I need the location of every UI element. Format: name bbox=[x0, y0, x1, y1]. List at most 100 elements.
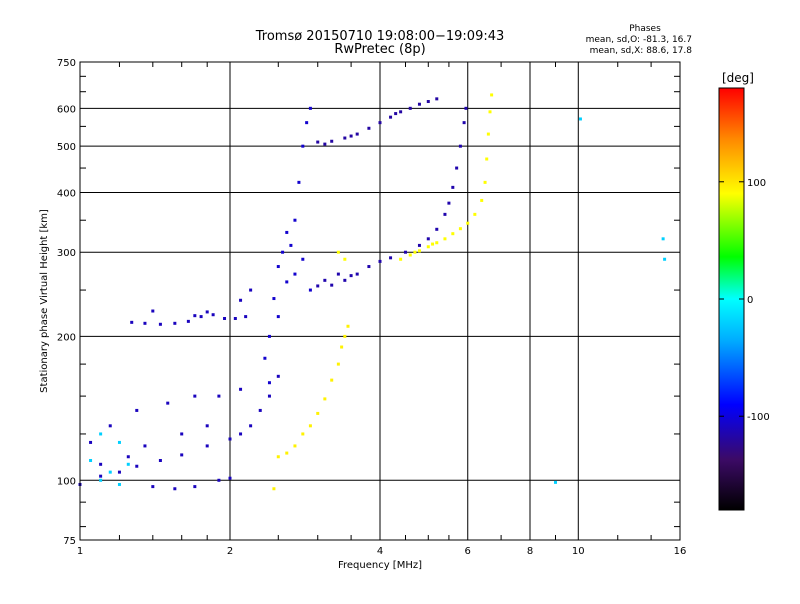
x-tick-label: 4 bbox=[377, 546, 383, 557]
data-point bbox=[426, 245, 430, 249]
data-point bbox=[249, 424, 253, 428]
data-point bbox=[408, 106, 412, 110]
x-tick-label: 10 bbox=[572, 546, 585, 557]
y-tick-label: 500 bbox=[57, 142, 76, 153]
data-point bbox=[378, 121, 382, 125]
data-point bbox=[426, 237, 430, 241]
data-point bbox=[378, 259, 382, 263]
data-point bbox=[267, 334, 271, 338]
data-point bbox=[408, 253, 412, 257]
colorbar-label: [deg] bbox=[722, 71, 754, 85]
colorbar-tick-label: 0 bbox=[747, 295, 753, 306]
data-point bbox=[661, 237, 665, 241]
y-tick-label: 100 bbox=[57, 476, 76, 487]
chart-title: Tromsø 20150710 19:08:00−19:09:43 bbox=[255, 29, 505, 44]
data-point bbox=[89, 458, 93, 462]
data-point bbox=[267, 394, 271, 398]
data-point bbox=[443, 237, 447, 241]
y-tick-label: 600 bbox=[57, 104, 76, 115]
data-point bbox=[117, 482, 121, 486]
data-point bbox=[99, 478, 103, 482]
data-point bbox=[435, 241, 439, 245]
data-point bbox=[413, 250, 417, 254]
y-tick-label: 75 bbox=[63, 536, 76, 547]
plot-area-frame bbox=[79, 61, 681, 541]
x-axis-label: Frequency [MHz] bbox=[338, 560, 422, 571]
data-point bbox=[330, 378, 334, 382]
data-point bbox=[199, 315, 203, 319]
data-point bbox=[349, 134, 353, 138]
data-point bbox=[186, 319, 190, 323]
data-point bbox=[473, 212, 477, 216]
data-point bbox=[272, 297, 276, 301]
colorbar-ticks: 100 0 -100 bbox=[719, 178, 770, 423]
data-point bbox=[158, 322, 162, 326]
stats-line-x: mean, sd,X: 88.6, 17.8 bbox=[590, 46, 693, 56]
data-point bbox=[173, 487, 177, 491]
colorbar-tick-label: 100 bbox=[747, 178, 766, 189]
data-point bbox=[258, 408, 262, 412]
data-point bbox=[578, 117, 582, 121]
data-point bbox=[490, 93, 494, 97]
data-point bbox=[343, 278, 347, 282]
data-point bbox=[336, 250, 340, 254]
data-point bbox=[193, 485, 197, 489]
data-point bbox=[389, 115, 393, 119]
y-tick-label: 300 bbox=[57, 248, 76, 259]
data-point bbox=[316, 284, 320, 288]
data-point bbox=[443, 212, 447, 216]
data-point bbox=[205, 444, 209, 448]
data-point bbox=[239, 432, 243, 436]
data-point bbox=[435, 97, 439, 101]
data-point bbox=[180, 453, 184, 457]
data-point bbox=[355, 132, 359, 136]
data-point bbox=[431, 242, 435, 246]
y-tick-label: 750 bbox=[57, 58, 76, 69]
data-point bbox=[130, 320, 134, 324]
data-point bbox=[301, 144, 305, 148]
data-point bbox=[462, 121, 466, 125]
stats-heading: Phases bbox=[629, 24, 661, 34]
data-point bbox=[330, 139, 334, 143]
data-point bbox=[336, 272, 340, 276]
chart-subtitle: RwPretec (8p) bbox=[334, 42, 425, 57]
data-point bbox=[367, 126, 371, 130]
data-point bbox=[488, 110, 492, 114]
data-point bbox=[323, 278, 327, 282]
data-point bbox=[293, 444, 297, 448]
data-point bbox=[89, 440, 93, 444]
y-tick-label: 400 bbox=[57, 188, 76, 199]
x-tick-label: 1 bbox=[77, 546, 83, 557]
data-point bbox=[323, 142, 327, 146]
data-point bbox=[211, 313, 215, 317]
data-point bbox=[217, 394, 221, 398]
data-point bbox=[458, 227, 462, 231]
x-tick-label: 8 bbox=[527, 546, 533, 557]
x-tick-label: 2 bbox=[227, 546, 233, 557]
data-point bbox=[455, 166, 459, 170]
data-point bbox=[323, 397, 327, 401]
data-point bbox=[158, 458, 162, 462]
data-point bbox=[228, 476, 232, 480]
data-point bbox=[239, 298, 243, 302]
data-point bbox=[285, 451, 289, 455]
data-point bbox=[99, 462, 103, 466]
data-point bbox=[343, 257, 347, 261]
data-point bbox=[417, 243, 421, 247]
data-point bbox=[663, 257, 667, 261]
data-point bbox=[355, 272, 359, 276]
data-point bbox=[308, 288, 312, 292]
data-point bbox=[451, 232, 455, 236]
data-point bbox=[217, 478, 221, 482]
data-point bbox=[486, 132, 490, 136]
data-point bbox=[117, 440, 121, 444]
data-point bbox=[285, 280, 289, 284]
data-point bbox=[193, 394, 197, 398]
data-point bbox=[308, 106, 312, 110]
stats-line-o: mean, sd,O: -81.3, 16.7 bbox=[586, 35, 692, 45]
data-point bbox=[305, 121, 309, 125]
data-point bbox=[249, 288, 253, 292]
data-point bbox=[301, 257, 305, 261]
data-point bbox=[485, 157, 489, 161]
